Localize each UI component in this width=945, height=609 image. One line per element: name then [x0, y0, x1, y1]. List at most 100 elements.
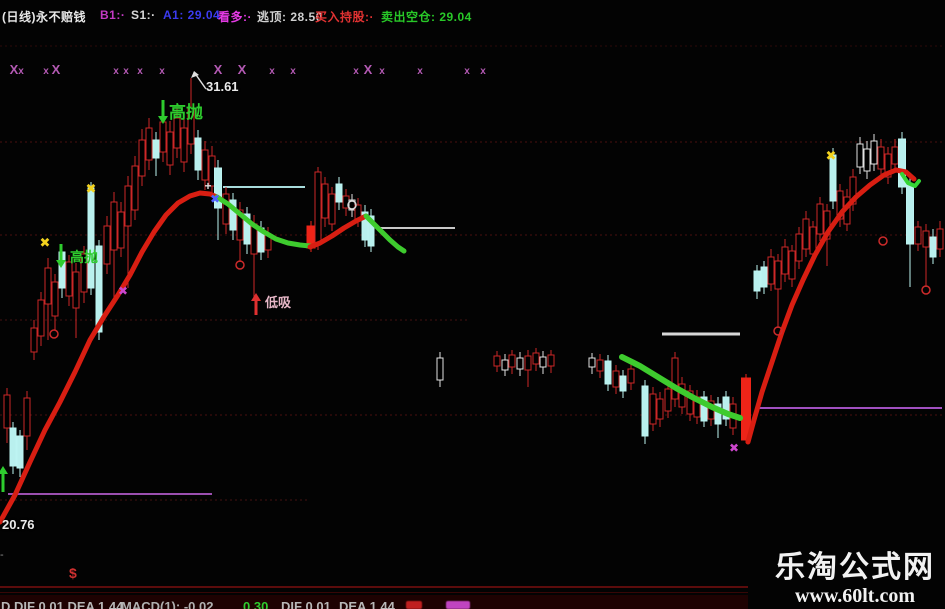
candle-body [65, 261, 73, 297]
candle-body [222, 193, 230, 225]
arrow-up-icon [0, 466, 8, 474]
candle-body [30, 327, 38, 353]
chart-annotation-text: 高抛 [169, 102, 203, 122]
x-signal-mark: x [123, 66, 129, 77]
price-label-high: 31.61 [206, 79, 239, 94]
candle-body [321, 183, 329, 219]
candle-body [117, 211, 125, 249]
header-signal-readout: 卖出空仓: 29.04 [381, 10, 472, 24]
candle-body [588, 357, 596, 368]
candle-body [124, 185, 132, 227]
candle-body [80, 253, 88, 293]
candle-body [619, 375, 627, 392]
candle-body [891, 146, 899, 165]
candle-body [627, 368, 635, 384]
candle-body [929, 236, 937, 258]
candle-body [16, 435, 24, 469]
macd-value-readout: MACD(1): -0.02 [121, 599, 214, 609]
candle-body [877, 146, 885, 170]
candle-body [187, 107, 195, 145]
x-signal-mark: X [52, 62, 61, 77]
candle-body [243, 213, 251, 245]
x-signal-mark: x [480, 66, 486, 77]
candle-body [367, 215, 375, 247]
header-signal-readout: (日线)永不赔钱 [2, 10, 86, 24]
star-signal-icon: ✖ [826, 148, 837, 163]
candle-body [774, 260, 782, 290]
candle-body [173, 117, 181, 149]
candle-body [201, 149, 209, 181]
candle-body [649, 393, 657, 425]
macd-status-bar: D DIF 0.01 DEA 1.44 MACD(1): -0.02 0.30 DIF… [0, 595, 748, 609]
star-signal-icon: ✖ [40, 235, 51, 250]
x-signal-icon: ✖ [729, 441, 739, 455]
macd-value-readout: DIF 0.01 [281, 599, 331, 609]
candle-body [870, 140, 878, 165]
watermark-site-name: 乐淘公式网 [775, 551, 935, 584]
candle-body [795, 233, 803, 262]
candle-body [95, 245, 103, 333]
candle-body [103, 225, 111, 265]
candle-body [236, 209, 244, 241]
candle-body [760, 266, 768, 288]
arrow-up-icon [251, 293, 261, 301]
x-signal-mark: X [364, 62, 373, 77]
chart-annotation-text: 高抛 [70, 249, 98, 265]
candle-body [884, 153, 892, 178]
hook-arrow-icon [900, 172, 921, 188]
dollar-sign-marker: $ [69, 565, 77, 581]
macd-value-readout: D DIF 0.01 DEA 1.44 [1, 599, 124, 609]
candle-body [788, 250, 796, 280]
candle-body [641, 385, 649, 437]
candle-body [314, 171, 322, 245]
candle-body [849, 176, 857, 205]
x-signal-mark: x [269, 66, 275, 77]
x-signal-mark: x [159, 66, 165, 77]
macd-value-readout: 0.30 [243, 599, 269, 609]
x-signal-icon: ✖ [210, 192, 220, 206]
candle-body [335, 183, 343, 203]
candle-body [3, 394, 11, 429]
x-signal-mark: x [137, 66, 143, 77]
candle-body [898, 138, 906, 188]
candle-body [686, 390, 694, 415]
circle-signal-icon [49, 329, 59, 339]
candle-body [110, 201, 118, 251]
candle-body [547, 354, 555, 367]
candle-body [194, 137, 202, 171]
candle-body [152, 139, 160, 159]
candle-body [700, 396, 708, 422]
x-signal-mark: x [464, 66, 470, 77]
ma-up-mid [307, 213, 369, 250]
candle-body [914, 226, 922, 245]
circle-signal-icon [773, 326, 783, 336]
x-signal-mark: X [214, 62, 223, 77]
candle-body [596, 359, 604, 372]
candle-body [829, 154, 837, 202]
header-signal-readout: 逃顶: 28.50 [257, 10, 323, 24]
left-edge-tick: - [0, 549, 4, 561]
candle-body [229, 199, 237, 231]
ma-down-2 [363, 213, 407, 254]
high-pointer-arrowhead [191, 71, 199, 78]
candle-body [722, 396, 730, 420]
candle-body [44, 267, 52, 305]
header-signal-readout: 买入持股:· [315, 10, 374, 24]
candle-body [493, 355, 501, 367]
candle-body [532, 352, 540, 365]
candle-body [214, 167, 222, 209]
candle-body [767, 256, 775, 285]
star-signal-icon: ✖ [86, 181, 97, 196]
x-signal-mark: X [10, 62, 19, 77]
candle-body [166, 131, 174, 166]
ma-up-left [0, 190, 220, 525]
arrow-down-icon [56, 260, 66, 268]
candle-body [180, 127, 188, 163]
candle-body [539, 356, 547, 368]
circle-signal-icon [878, 236, 888, 246]
macd-value-readout: DEA 1.44 [339, 599, 395, 609]
x-signal-mark: X [238, 62, 247, 77]
status-glyph-blob [406, 601, 422, 609]
header-signal-readout: S1:· [131, 8, 156, 22]
